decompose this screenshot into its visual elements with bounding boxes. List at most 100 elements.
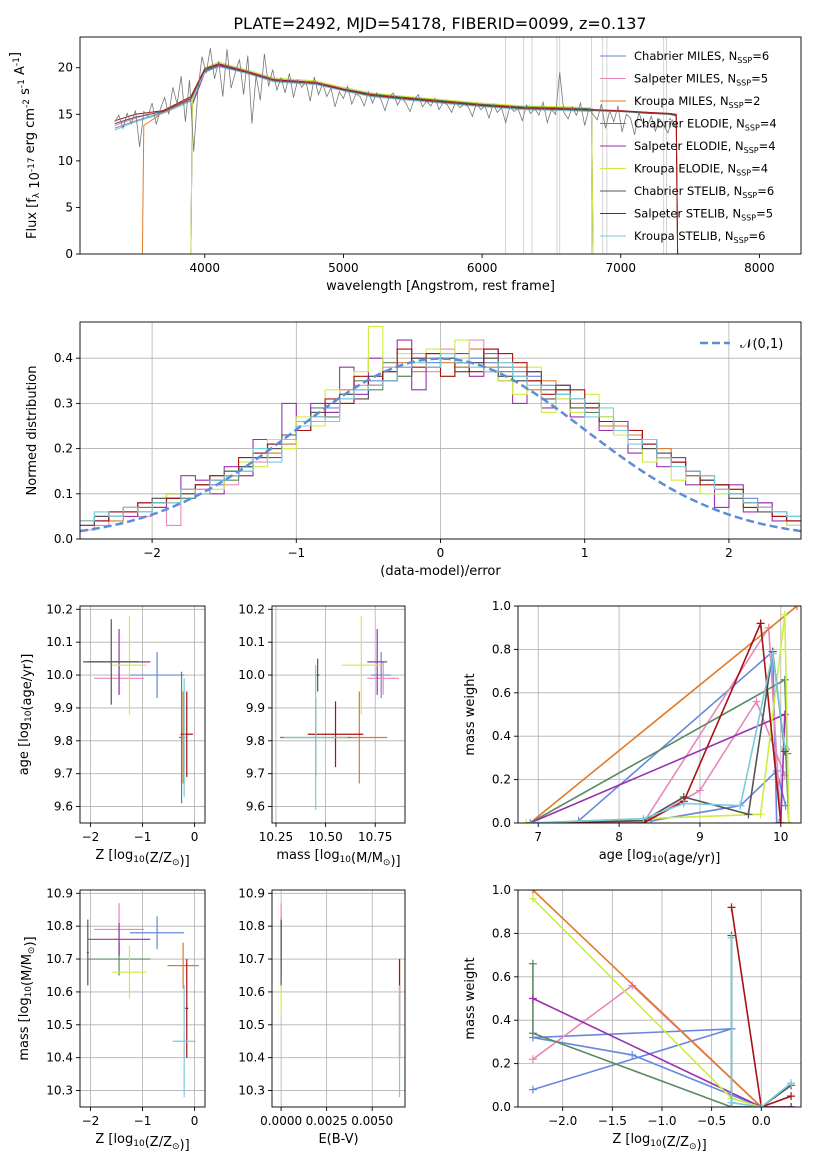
mass-weight-marker	[528, 1085, 537, 1094]
mass-weight-marker	[528, 959, 537, 968]
weight-vs-Z-xlabel: Z [log10(Z/Z⊙)]	[612, 1132, 706, 1153]
residuals-panel: −2 −1 0 1 2 0.0 0.1 0.2 0.3 0.4 (data-model)/error…	[25, 321, 802, 579]
mass-vs-Z-ytick-label: 10.6	[46, 985, 73, 999]
mass-weight-marker	[775, 819, 784, 823]
residuals-ytick-label: 0.4	[54, 351, 73, 365]
age-vs-Z-xlabel: Z [log10(Z/Z⊙)]	[95, 848, 189, 869]
mass-weight-marker	[780, 675, 789, 684]
mass-vs-ebv-xtick-label: 0.0025	[306, 1114, 348, 1128]
mass-weight-marker	[695, 786, 704, 795]
mass-weight-marker	[528, 894, 537, 903]
weight-vs-age-ytick-label: 1.0	[492, 599, 511, 613]
residuals-legend: 𝒩(0,1)	[700, 337, 783, 352]
legend-label: Chabrier ELODIE, NSSP=4	[634, 117, 777, 133]
spectrum-xtick-label: 5000	[328, 261, 359, 275]
residuals-plot-area	[80, 325, 801, 533]
weight-vs-age-xtick-label: 7	[534, 830, 542, 844]
spectrum-ytick-label: 10	[58, 154, 73, 168]
mass-weight-marker	[528, 1029, 537, 1038]
weight-vs-Z-panel: −2.0 −1.5 −1.0 −0.5 0.0 0.0 0.2 0.4 0.6 0.8 1.0 Z […	[463, 883, 802, 1153]
spectrum-model-line	[190, 61, 594, 254]
legend-label: Chabrier MILES, NSSP=6	[634, 49, 769, 65]
mass-vs-ebv-ytick-label: 10.6	[238, 985, 265, 999]
mass-weight-marker	[784, 819, 793, 823]
residuals-ytick-label: 0.3	[54, 396, 73, 410]
age-vs-Z-ylabel: age [log10(age/yr)]	[17, 654, 35, 776]
mass-weight-marker	[780, 710, 789, 719]
legend-label: Kroupa ELODIE, NSSP=4	[634, 162, 768, 178]
weight-vs-Z-ytick-label: 0.0	[492, 1100, 511, 1114]
mass-vs-ebv-ytick-label: 10.5	[238, 1018, 265, 1032]
mass-weight-marker	[528, 1055, 537, 1064]
weight-vs-age-xlabel: age [log10(age/yr)]	[599, 848, 721, 866]
weight-vs-age-xtick-label: 10	[773, 830, 788, 844]
mass-vs-Z-ytick-label: 10.7	[46, 952, 73, 966]
age-vs-mass-plot-area	[279, 615, 400, 810]
age-vs-mass-xtick-label: 10.75	[358, 830, 392, 844]
mass-vs-Z-ytick-label: 10.3	[46, 1084, 73, 1098]
mass-weight-marker	[768, 649, 777, 658]
weight-vs-Z-xtick-label: 0.0	[752, 1114, 771, 1128]
weight-vs-Z-xtick-label: −1.5	[598, 1114, 627, 1128]
legend-label: Chabrier STELIB, NSSP=6	[634, 184, 774, 200]
mass-vs-ebv-xtick-label: 0.0000	[260, 1114, 302, 1128]
residuals-ytick-label: 0.0	[54, 532, 73, 546]
age-vs-mass-ytick-label: 10.0	[238, 668, 265, 682]
spectrum-ytick-label: 20	[58, 61, 73, 75]
spectrum-xtick-label: 8000	[744, 261, 775, 275]
residuals-xtick-label: 1	[581, 546, 589, 560]
age-vs-mass-ytick-label: 10.2	[238, 602, 265, 616]
spectrum-plot-area	[114, 37, 679, 254]
legend-label: 𝒩(0,1)	[740, 337, 783, 352]
mass-vs-ebv-frame	[271, 889, 406, 1108]
mass-vs-ebv-ytick-label: 10.3	[238, 1084, 265, 1098]
weight-vs-Z-xtick-label: −2.0	[548, 1114, 577, 1128]
age-vs-Z-ytick-label: 10.0	[46, 668, 73, 682]
mass-weight-marker	[727, 933, 736, 942]
weight-vs-Z-ytick-label: 0.6	[492, 970, 511, 984]
weight-vs-age-frame	[517, 605, 802, 824]
age-vs-mass-frame	[271, 605, 406, 824]
mass-vs-Z-plot-area	[86, 903, 199, 1098]
weight-vs-Z-ytick-label: 1.0	[492, 883, 511, 897]
residuals-xtick-label: 0	[437, 546, 445, 560]
weight-vs-age-ytick-label: 0.0	[492, 816, 511, 830]
mass-vs-Z-xlabel: Z [log10(Z/Z⊙)]	[95, 1132, 189, 1153]
mass-weight-marker	[639, 814, 648, 823]
mass-vs-Z-xtick-label: 0	[191, 1114, 199, 1128]
residuals-xlabel: (data-model)/error	[380, 564, 501, 579]
mass-weight-marker	[787, 1103, 796, 1107]
mass-vs-Z-ytick-label: 10.8	[46, 919, 73, 933]
age-vs-Z-ytick-label: 10.2	[46, 602, 73, 616]
mass-weight-marker	[757, 1103, 766, 1107]
age-vs-mass-xtick-label: 10.25	[259, 830, 293, 844]
mass-weight-marker	[752, 697, 761, 706]
age-vs-mass-ytick-label: 9.9	[246, 701, 265, 715]
spectrum-frame	[79, 36, 802, 255]
legend-label: Salpeter MILES, NSSP=5	[634, 72, 768, 88]
age-vs-Z-plot-area	[83, 615, 194, 804]
mass-weight-marker	[736, 801, 745, 810]
weight-vs-Z-frame	[517, 889, 802, 1108]
mass-weight-line	[530, 651, 786, 823]
spectrum-model-line	[190, 63, 594, 254]
residuals-ytick-label: 0.2	[54, 442, 73, 456]
mass-weight-marker	[787, 1079, 796, 1088]
mass-weight-marker	[772, 819, 781, 823]
figure-title: PLATE=2492, MJD=54178, FIBERID=0099, z=0…	[233, 14, 646, 33]
spectrum-model-line	[114, 63, 679, 254]
spectrum-xtick-label: 4000	[190, 261, 221, 275]
mass-vs-Z-xtick-label: −2	[82, 1114, 100, 1128]
weight-vs-age-xtick-label: 9	[696, 830, 704, 844]
mass-weight-line	[730, 937, 792, 1107]
weight-vs-age-ylabel: mass weight	[463, 673, 478, 755]
weight-vs-Z-xtick-label: −1.0	[647, 1114, 676, 1128]
mass-weight-marker	[727, 903, 736, 912]
weight-vs-age-ytick-label: 0.2	[492, 773, 511, 787]
legend-label: Kroupa MILES, NSSP=2	[634, 94, 760, 110]
age-vs-Z-xtick-label: 0	[191, 830, 199, 844]
mass-vs-Z-ytick-label: 10.4	[46, 1051, 73, 1065]
mass-vs-ebv-xlabel: E(B-V)	[318, 1132, 358, 1147]
weight-vs-age-ytick-label: 0.4	[492, 729, 511, 743]
